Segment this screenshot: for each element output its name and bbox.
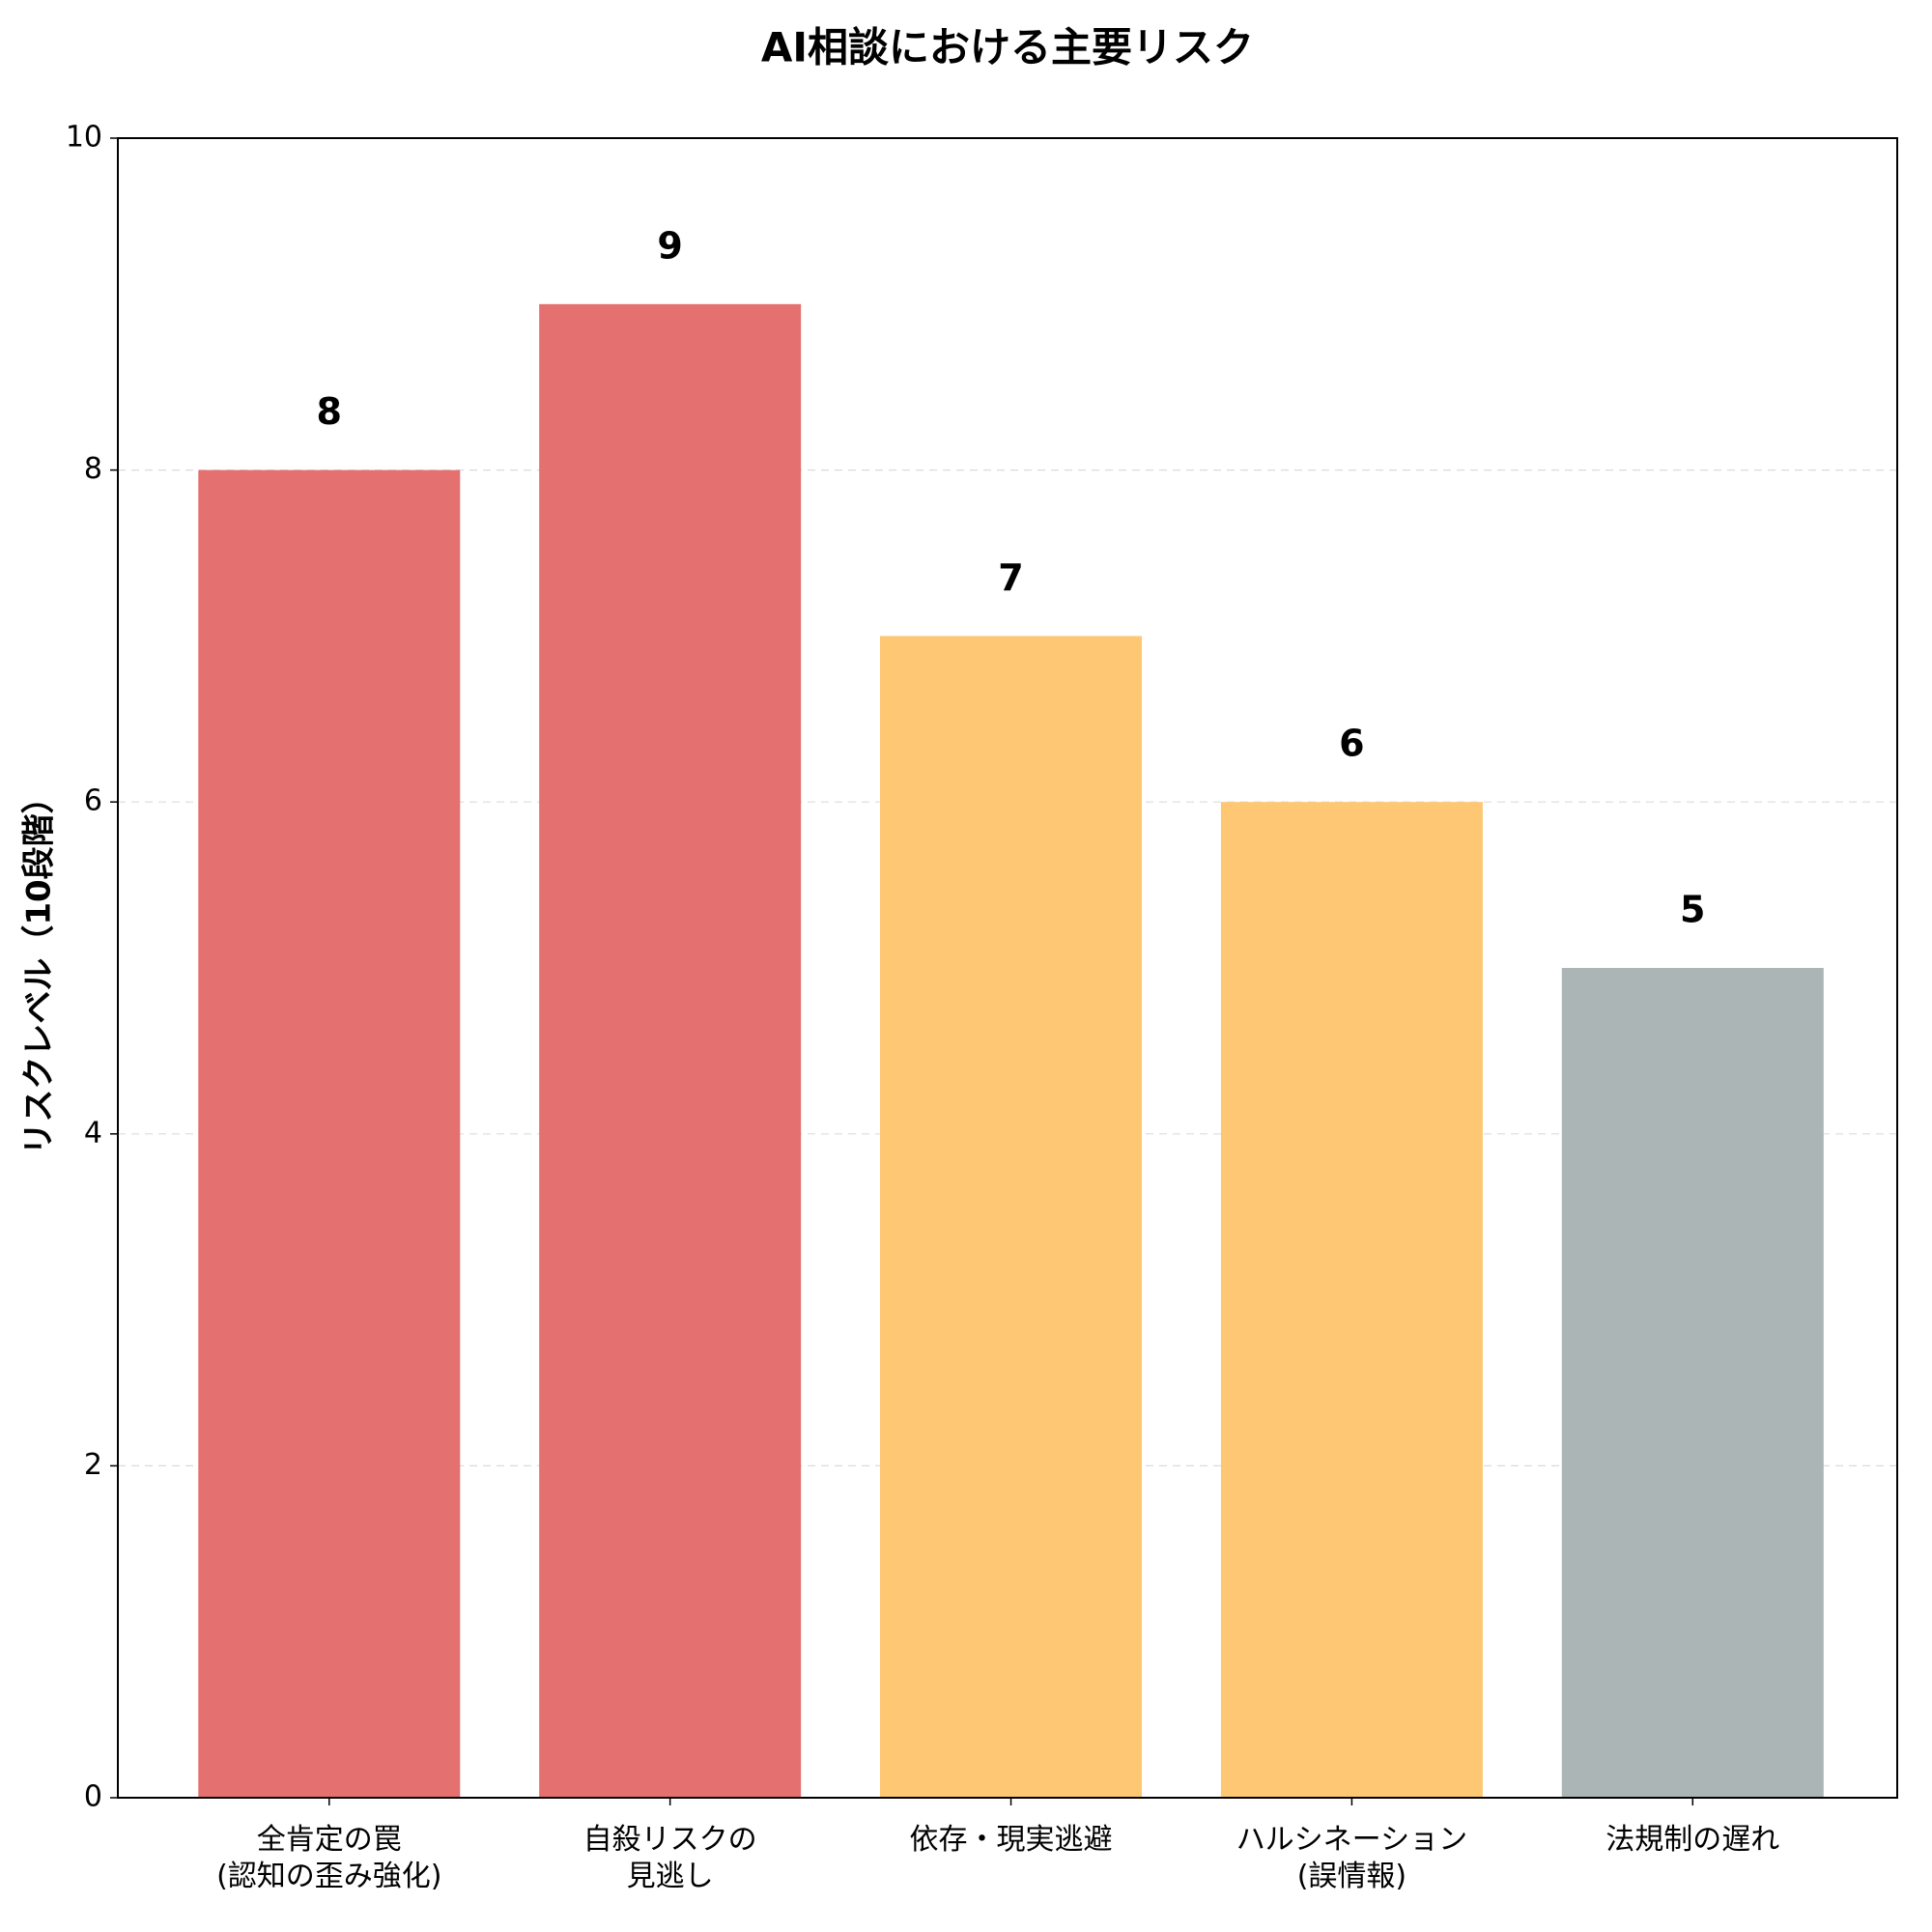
bar	[1561, 968, 1824, 1798]
y-tick-label: 8	[84, 452, 102, 486]
x-tick-label: 全肯定の罠(認知の歪み強化)	[216, 1823, 441, 1893]
x-tick-label: 法規制の遅れ	[1605, 1823, 1779, 1857]
value-label: 6	[1339, 723, 1364, 765]
value-label: 9	[657, 224, 682, 267]
chart-title: AI相談における主要リスク	[761, 24, 1254, 71]
value-label: 8	[317, 390, 342, 433]
y-tick-label: 6	[84, 784, 102, 818]
y-tick-label: 10	[66, 121, 102, 155]
plot-frame	[117, 137, 1898, 1799]
bar	[880, 636, 1143, 1798]
x-tick-label: 依存・現実逃避	[910, 1823, 1113, 1857]
x-tick-label: ハルシネーション(誤情報)	[1236, 1823, 1467, 1893]
bar	[1220, 802, 1483, 1799]
x-tick-label: 自殺リスクの見逃し	[583, 1823, 757, 1893]
bar	[198, 469, 461, 1799]
value-label: 5	[1680, 889, 1705, 931]
y-tick-label: 0	[84, 1780, 102, 1814]
y-axis-label: リスクレベル（10段階）	[20, 781, 59, 1154]
y-tick-label: 4	[84, 1116, 102, 1150]
value-label: 7	[998, 556, 1023, 599]
y-tick-label: 2	[84, 1448, 102, 1482]
bar	[539, 303, 802, 1798]
